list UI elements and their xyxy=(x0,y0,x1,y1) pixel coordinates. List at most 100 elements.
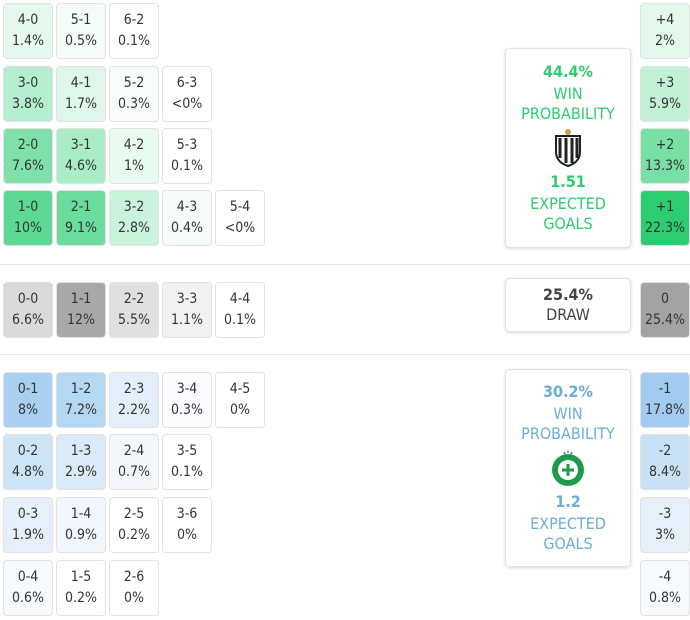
score-cell: 2-0 7.6% xyxy=(3,128,53,184)
score-cell: 1-1 12% xyxy=(56,282,106,338)
probability: 0.8% xyxy=(649,590,681,606)
score-label: -1 xyxy=(658,381,672,397)
score-label: 3-3 xyxy=(176,291,198,307)
score-cell: 2-1 9.1% xyxy=(56,190,106,246)
draw-pct: 25.4% xyxy=(543,285,593,304)
score-cell: +2 13.3% xyxy=(640,128,690,184)
score-cell: 2-2 5.5% xyxy=(109,282,159,338)
score-cell: 1-4 0.9% xyxy=(56,497,106,553)
xg-label: EXPECTED GOALS xyxy=(530,194,606,233)
score-cell: 3-4 0.3% xyxy=(162,372,212,428)
probability: <0% xyxy=(171,96,203,112)
score-cell: 0-2 4.8% xyxy=(3,434,53,490)
score-label: 3-5 xyxy=(176,443,198,459)
score-cell: 3-2 2.8% xyxy=(109,190,159,246)
expected-goals: 1.51 xyxy=(550,172,586,191)
probability: 0.3% xyxy=(118,96,150,112)
score-cell: 2-5 0.2% xyxy=(109,497,159,553)
score-cell: 5-3 0.1% xyxy=(162,128,212,184)
score-cell: +1 22.3% xyxy=(640,190,690,246)
score-cell: 5-2 0.3% xyxy=(109,66,159,122)
score-label: 6-2 xyxy=(123,12,145,28)
probability: 2% xyxy=(655,33,675,49)
score-label: 4-1 xyxy=(70,75,92,91)
draw-label: DRAW xyxy=(546,305,590,324)
probability: 5.5% xyxy=(118,312,150,328)
probability: 5.9% xyxy=(649,96,681,112)
score-label: 2-1 xyxy=(70,199,92,215)
score-cell: -1 17.8% xyxy=(640,372,690,428)
score-cell: 0-3 1.9% xyxy=(3,497,53,553)
probability: <0% xyxy=(224,220,256,236)
score-label: 0-3 xyxy=(17,506,39,522)
probability: 2.8% xyxy=(118,220,150,236)
probability: 0.9% xyxy=(65,527,97,543)
probability: 10% xyxy=(14,220,42,236)
probability: 1.7% xyxy=(65,96,97,112)
score-label: 2-3 xyxy=(123,381,145,397)
probability: 0.2% xyxy=(65,590,97,606)
win-label: WIN PROBABILITY xyxy=(521,84,615,123)
score-cell: 4-4 0.1% xyxy=(215,282,265,338)
probability: 0% xyxy=(230,402,250,418)
score-label: +4 xyxy=(655,12,675,28)
probability: 9.1% xyxy=(65,220,97,236)
score-cell: 3-0 3.8% xyxy=(3,66,53,122)
score-cell: 3-1 4.6% xyxy=(56,128,106,184)
away-summary-card: 30.2% WIN PROBABILITY 1.2 EXPECTED GOALS xyxy=(505,369,631,567)
score-cell: 1-5 0.2% xyxy=(56,560,106,616)
xg-label: EXPECTED GOALS xyxy=(530,514,606,553)
probability: 0.5% xyxy=(65,33,97,49)
score-cell: +3 5.9% xyxy=(640,66,690,122)
score-label: 4-4 xyxy=(229,291,251,307)
draw-summary-card: 25.4% DRAW xyxy=(505,278,631,332)
score-label: 3-4 xyxy=(176,381,198,397)
score-cell: 4-0 1.4% xyxy=(3,3,53,59)
probability: 2.9% xyxy=(65,464,97,480)
score-label: 1-4 xyxy=(70,506,92,522)
probability: 3.8% xyxy=(12,96,44,112)
probability: 17.8% xyxy=(644,402,685,418)
win-pct: 44.4% xyxy=(543,62,593,81)
score-label: -3 xyxy=(658,506,672,522)
probability: 0.7% xyxy=(118,464,150,480)
probability: 1.1% xyxy=(171,312,203,328)
score-label: -4 xyxy=(658,569,672,585)
team-logo xyxy=(552,451,584,486)
score-cell: 6-2 0.1% xyxy=(109,3,159,59)
score-label: 1-1 xyxy=(70,291,92,307)
score-cell: 0-1 8% xyxy=(3,372,53,428)
probability: 8% xyxy=(18,402,38,418)
score-label: 1-5 xyxy=(70,569,92,585)
score-cell: 1-2 7.2% xyxy=(56,372,106,428)
score-label: +1 xyxy=(655,199,675,215)
probability: 7.6% xyxy=(12,158,44,174)
score-cell: 3-3 1.1% xyxy=(162,282,212,338)
score-cell: 5-4 <0% xyxy=(215,190,265,246)
probability: 7.2% xyxy=(65,402,97,418)
probability: 0.4% xyxy=(171,220,203,236)
probability: 12% xyxy=(67,312,95,328)
score-cell: 0-0 6.6% xyxy=(3,282,53,338)
score-label: 0-1 xyxy=(17,381,39,397)
score-cell: 2-3 2.2% xyxy=(109,372,159,428)
score-label: 5-3 xyxy=(176,137,198,153)
probability: 0% xyxy=(177,527,197,543)
probability: 1.9% xyxy=(12,527,44,543)
score-cell: 4-1 1.7% xyxy=(56,66,106,122)
probability: 2.2% xyxy=(118,402,150,418)
score-cell: +4 2% xyxy=(640,3,690,59)
score-label: 2-4 xyxy=(123,443,145,459)
win-pct: 30.2% xyxy=(543,382,593,401)
probability: 25.4% xyxy=(644,312,685,328)
score-cell: 1-3 2.9% xyxy=(56,434,106,490)
score-cell: 5-1 0.5% xyxy=(56,3,106,59)
score-label: 0 xyxy=(660,291,669,307)
score-label: 3-2 xyxy=(123,199,145,215)
score-label: 0-4 xyxy=(17,569,39,585)
score-label: 2-5 xyxy=(123,506,145,522)
score-cell: 1-0 10% xyxy=(3,190,53,246)
score-label: 5-4 xyxy=(229,199,251,215)
probability: 0.3% xyxy=(171,402,203,418)
